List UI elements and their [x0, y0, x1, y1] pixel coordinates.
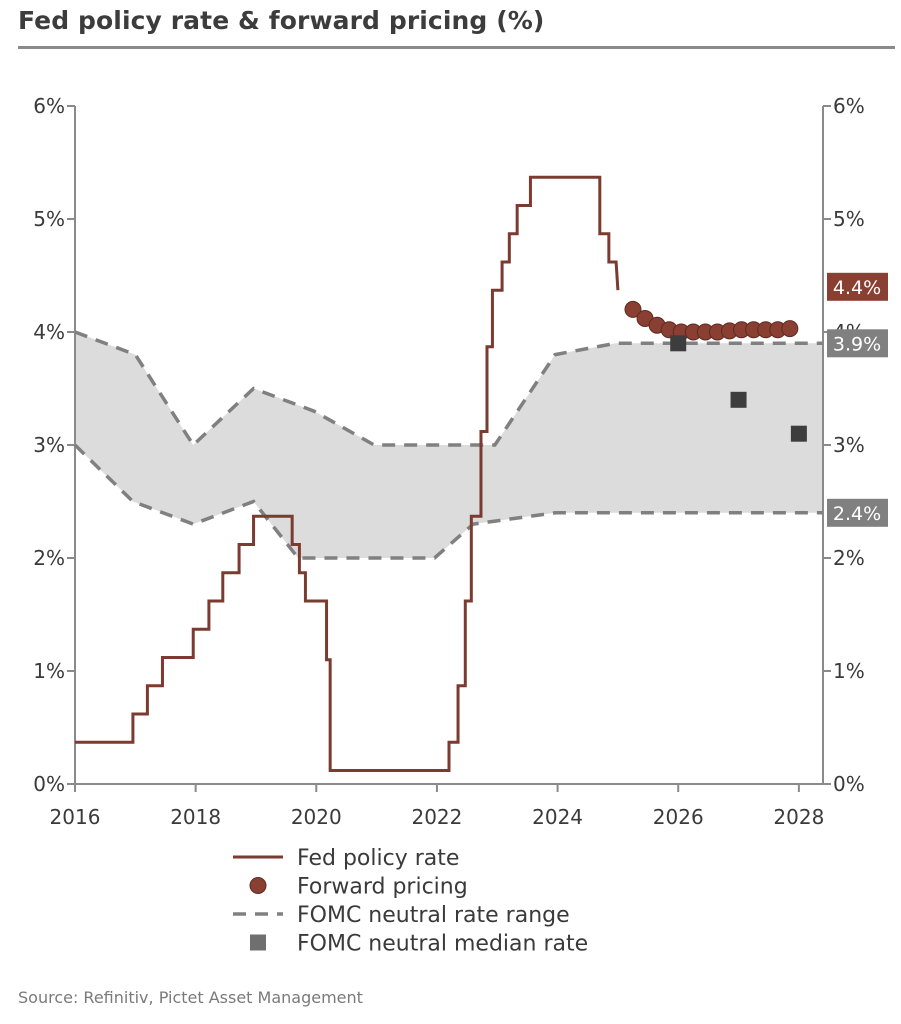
value-callout-label: 2.4%: [833, 503, 881, 525]
markers-group: [624, 300, 807, 442]
x-tick-label: 2024: [532, 805, 583, 829]
legend-label: Forward pricing: [297, 875, 468, 900]
x-tick-label: 2026: [653, 805, 704, 829]
value-callout-box: [827, 272, 888, 301]
legend-label: Fed policy rate: [297, 846, 459, 871]
x-tick-label: 2022: [411, 805, 462, 829]
neutral-range-lines-group: [73, 330, 823, 560]
y-tick-label-right: 0%: [833, 772, 865, 796]
forward-pricing-point: [781, 320, 799, 338]
y-tick-label-right: 3%: [833, 433, 865, 457]
y-tick-label-left: 4%: [33, 320, 65, 344]
neutral-range-lower-line: [73, 443, 823, 560]
legend: Fed policy rate Forward pricing FOMC neutr…: [233, 846, 588, 957]
title-divider: [18, 46, 895, 49]
value-callout-box: [827, 498, 888, 527]
x-tick-label: 2016: [50, 805, 101, 829]
neutral-median-point: [670, 335, 687, 352]
legend-median-square-swatch: [250, 934, 266, 951]
value-callout-label: 4.4%: [833, 277, 881, 299]
legend-forward-circle-swatch: [249, 877, 267, 894]
policy-rate-group: [75, 175, 620, 772]
x-tick-label: 2018: [170, 805, 221, 829]
x-tick-label: 2028: [773, 805, 824, 829]
neutral-median-point: [790, 425, 807, 442]
y-tick-label-left: 6%: [33, 94, 65, 118]
y-tick-label-right: 6%: [833, 94, 865, 118]
y-tick-label-left: 5%: [33, 207, 65, 231]
neutral-range-upper-line: [74, 330, 823, 448]
callouts-group: 4.4% 3.9% 2.4%: [827, 272, 888, 527]
forward-pricing-point: [624, 300, 642, 318]
neutral-median-point: [730, 391, 747, 408]
policy-rate-line: [75, 175, 620, 772]
x-tick-label: 2020: [291, 805, 342, 829]
y-tick-label-left: 0%: [33, 772, 65, 796]
legend-label: FOMC neutral rate range: [297, 903, 570, 928]
value-callout-box: [827, 329, 888, 358]
chart-canvas: 0%0%1%1%2%2%3%3%4%4%5%5%6%6%201620182020…: [33, 94, 888, 957]
y-tick-label-left: 3%: [33, 433, 65, 457]
legend-label: FOMC neutral median rate: [297, 932, 588, 957]
y-tick-label-right: 2%: [833, 546, 865, 570]
y-tick-label-left: 2%: [33, 546, 65, 570]
chart-title: Fed policy rate & forward pricing (%): [18, 6, 545, 35]
value-callout-label: 3.9%: [833, 333, 881, 355]
y-tick-label-right: 1%: [833, 659, 865, 683]
y-tick-label-left: 1%: [33, 659, 65, 683]
source-note: Source: Refinitiv, Pictet Asset Manageme…: [18, 988, 363, 1007]
y-tick-label-right: 5%: [833, 207, 865, 231]
